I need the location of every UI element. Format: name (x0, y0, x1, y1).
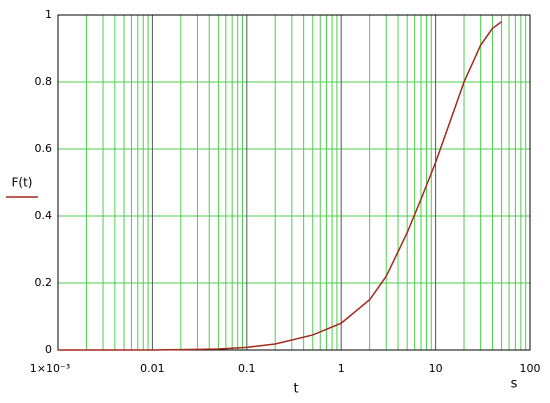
plot-frame (57, 14, 531, 351)
y-tick-label: 0.4 (35, 209, 53, 222)
x-tick-label: 100 (520, 362, 541, 375)
y-tick-label: 1 (45, 8, 52, 21)
x-tick-label: 0.1 (238, 362, 256, 375)
x-tick-label: 10 (429, 362, 443, 375)
y-tick-label: 0 (45, 343, 52, 356)
y-tick-label: 0.2 (35, 276, 53, 289)
x-tick-label: 0.01 (140, 362, 165, 375)
x-tick-label: 1 (338, 362, 345, 375)
legend-label: F(t) (12, 176, 33, 190)
x-axis-label: t (293, 382, 298, 397)
x-tick-label: 1×10⁻³ (30, 362, 70, 375)
y-tick-label: 0.8 (35, 75, 53, 88)
y-tick-label: 0.6 (35, 142, 53, 155)
unit-annotation: s (511, 377, 518, 392)
data-line (58, 21, 503, 351)
